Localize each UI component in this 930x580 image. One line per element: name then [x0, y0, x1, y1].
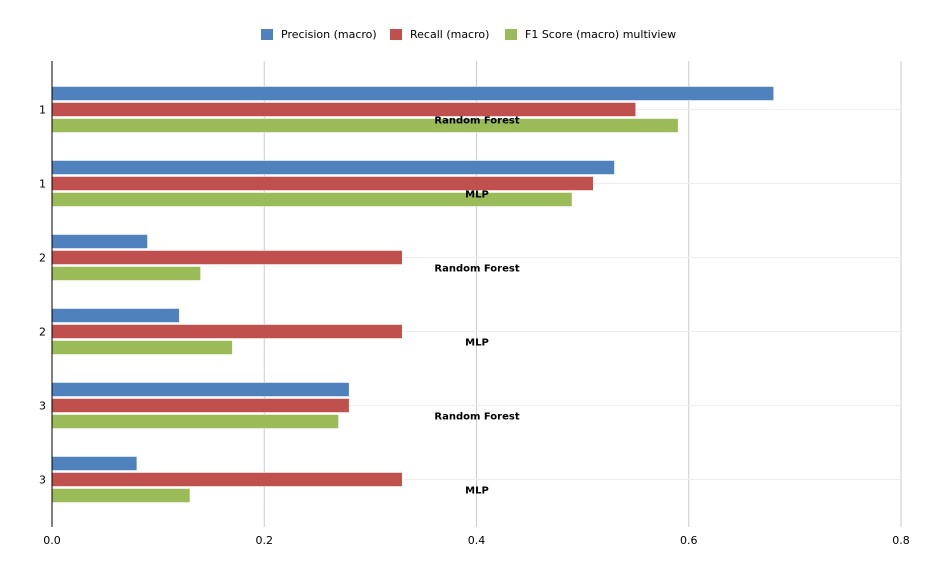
- x-tick-label: 0.4: [468, 534, 486, 547]
- bar: [51, 324, 403, 339]
- y-tick-label: 2: [39, 252, 46, 265]
- group-label: Random Forest: [434, 264, 519, 275]
- group-label: MLP: [465, 190, 489, 201]
- group-label: Random Forest: [434, 412, 519, 423]
- x-tick-label: 0.2: [256, 534, 274, 547]
- y-tick-label: 3: [39, 474, 46, 487]
- bar: [51, 250, 403, 265]
- bar: [51, 414, 339, 429]
- bar: [51, 192, 573, 207]
- bar: [51, 308, 180, 323]
- legend-swatch: [261, 29, 273, 40]
- legend: Precision (macro) Recall (macro) F1 Score …: [261, 28, 676, 41]
- bars: [51, 86, 774, 503]
- x-tick-label: 0.6: [680, 534, 698, 547]
- bar: [51, 102, 636, 117]
- legend-swatch: [505, 29, 517, 40]
- legend-label: F1 Score (macro) multiview: [525, 28, 676, 41]
- y-tick-label: 2: [39, 326, 46, 339]
- group-label: MLP: [465, 486, 489, 497]
- group-label: Random Forest: [434, 116, 519, 127]
- bar: [51, 118, 679, 133]
- bar: [51, 266, 201, 281]
- y-tick-label: 1: [39, 104, 46, 117]
- bar: [51, 472, 403, 487]
- bar: [51, 160, 615, 175]
- legend-label: Precision (macro): [281, 28, 377, 41]
- bar: [51, 86, 774, 101]
- legend-label: Recall (macro): [410, 28, 489, 41]
- bar: [51, 488, 191, 503]
- axes: 0.0 0.2 0.4 0.6 0.8 1 1 2 2 3 3: [39, 61, 910, 547]
- y-tick-label: 3: [39, 400, 46, 413]
- bar: [51, 176, 594, 191]
- bar: [51, 340, 233, 355]
- bar: [51, 398, 350, 413]
- x-tick-label: 0.0: [43, 534, 61, 547]
- data-labels: Random Forest MLP Random Forest MLP Random F…: [434, 116, 519, 497]
- bar: [51, 234, 148, 249]
- group-label: MLP: [465, 338, 489, 349]
- y-tick-label: 1: [39, 178, 46, 191]
- x-tick-label: 0.8: [892, 534, 910, 547]
- legend-swatch: [390, 29, 402, 40]
- bar: [51, 382, 350, 397]
- bar: [51, 456, 138, 471]
